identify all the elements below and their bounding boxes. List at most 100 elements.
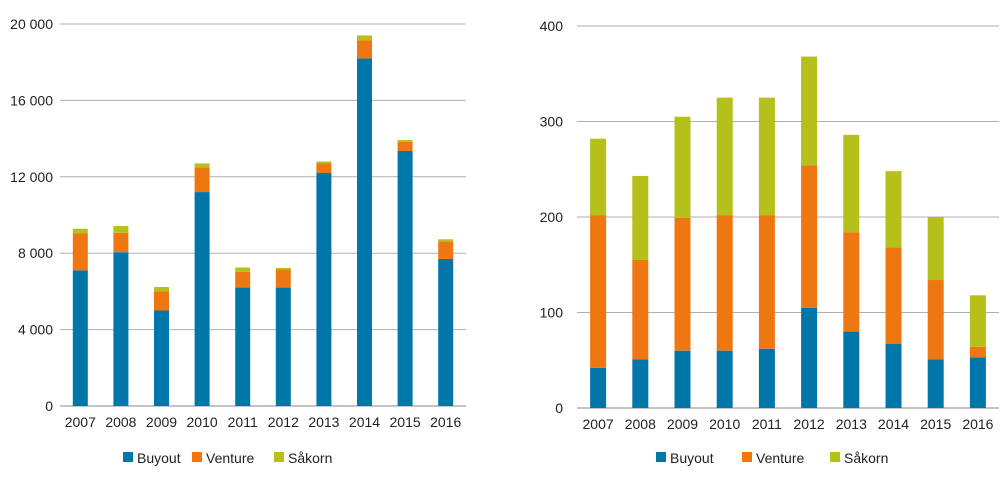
bar-buyout-2014 [885, 344, 902, 408]
bar-venture-2016 [438, 241, 454, 259]
bar-venture-2008 [113, 232, 129, 253]
bar-såkorn-2011 [758, 97, 775, 216]
bar-buyout-2009 [674, 350, 691, 408]
bar-venture-2007 [590, 215, 607, 368]
bar-venture-2012 [801, 165, 818, 308]
x-tick-label: 2008 [105, 414, 136, 430]
x-tick-label: 2015 [390, 414, 421, 430]
x-tick-label: 2007 [65, 414, 96, 430]
bar-såkorn-2012 [801, 56, 818, 166]
legend-label: Venture [206, 450, 254, 466]
bar-venture-2016 [969, 346, 986, 358]
bar-buyout-2016 [969, 357, 986, 408]
bar-buyout-2007 [590, 367, 607, 408]
bar-såkorn-2013 [843, 134, 860, 233]
bar-venture-2014 [357, 40, 372, 59]
legend-swatch-venture [192, 452, 202, 462]
legend-label: Buyout [137, 450, 181, 466]
bar-buyout-2010 [194, 192, 210, 406]
y-tick-label: 400 [540, 18, 564, 34]
x-tick-label: 2008 [625, 416, 656, 432]
bar-såkorn-2013 [316, 161, 332, 164]
bar-venture-2015 [927, 280, 944, 360]
y-tick-label: 0 [45, 398, 53, 414]
bar-buyout-2012 [801, 307, 818, 408]
bar-såkorn-2007 [72, 228, 88, 234]
legend-swatch-såkorn [274, 452, 284, 462]
bar-såkorn-2014 [357, 35, 372, 41]
y-tick-label: 300 [540, 114, 564, 130]
x-tick-label: 2015 [920, 416, 951, 432]
legend-swatch-såkorn [830, 452, 840, 462]
bar-såkorn-2015 [927, 217, 944, 281]
legend-swatch-buyout [123, 452, 133, 462]
bar-buyout-2015 [397, 151, 413, 406]
x-tick-label: 2012 [794, 416, 825, 432]
bar-venture-2015 [397, 141, 413, 152]
chart-1: 0 4 000 8 000 12 000 16 000 20 000 2007 2008 200… [10, 16, 466, 466]
bar-venture-2007 [72, 233, 88, 271]
bar-buyout-2012 [275, 287, 291, 406]
x-tick-label: 2012 [268, 414, 299, 430]
bar-såkorn-2014 [885, 171, 902, 248]
x-tick-label: 2010 [709, 416, 740, 432]
y-tick-label: 20 000 [10, 16, 53, 32]
x-tick-label: 2010 [187, 414, 218, 430]
bar-såkorn-2009 [154, 287, 169, 292]
bar-såkorn-2011 [235, 267, 251, 272]
bar-venture-2009 [154, 291, 169, 311]
bar-såkorn-2012 [275, 267, 291, 270]
bar-buyout-2016 [438, 258, 454, 406]
legend: Buyout Venture Såkorn [123, 450, 332, 466]
bar-buyout-2015 [927, 359, 944, 408]
bar-venture-2013 [843, 232, 860, 332]
x-tick-label: 2011 [752, 416, 782, 432]
legend-label: Buyout [670, 450, 714, 466]
x-tick-label: 2014 [878, 416, 909, 432]
x-tick-label: 2016 [430, 414, 461, 430]
bar-venture-2014 [885, 247, 902, 345]
x-tick-label: 2013 [308, 414, 339, 430]
bar-såkorn-2016 [438, 239, 454, 242]
legend-label: Såkorn [844, 450, 888, 466]
x-tick-label: 2011 [228, 414, 258, 430]
bar-buyout-2011 [758, 348, 775, 408]
legend-label: Såkorn [288, 450, 332, 466]
bar-venture-2011 [235, 271, 251, 288]
bar-buyout-2013 [843, 331, 860, 408]
y-tick-label: 200 [540, 209, 564, 225]
legend-swatch-venture [742, 452, 752, 462]
y-tick-label: 0 [555, 400, 563, 416]
legend-swatch-buyout [656, 452, 666, 462]
bar-venture-2010 [194, 167, 210, 193]
bar-venture-2008 [632, 259, 649, 360]
bar-buyout-2010 [716, 350, 733, 408]
y-tick-label: 12 000 [10, 169, 53, 185]
bar-såkorn-2008 [113, 226, 129, 233]
bar-venture-2013 [316, 163, 332, 173]
bar-buyout-2013 [316, 172, 332, 406]
bar-buyout-2007 [72, 270, 88, 406]
bar-venture-2010 [716, 215, 733, 351]
bar-buyout-2011 [235, 287, 251, 406]
bar-venture-2011 [758, 215, 775, 349]
x-tick-label: 2013 [836, 416, 867, 432]
legend-label: Venture [756, 450, 804, 466]
bar-såkorn-2015 [397, 139, 413, 142]
y-tick-label: 16 000 [10, 92, 53, 108]
x-tick-label: 2016 [962, 416, 993, 432]
bar-buyout-2009 [154, 310, 169, 406]
bar-såkorn-2007 [590, 138, 607, 216]
y-tick-label: 8 000 [18, 245, 53, 261]
legend: Buyout Venture Såkorn [656, 450, 888, 466]
bar-såkorn-2010 [716, 97, 733, 216]
y-tick-label: 100 [540, 305, 564, 321]
bar-venture-2012 [275, 269, 291, 288]
bar-såkorn-2010 [194, 163, 210, 168]
x-tick-label: 2014 [349, 414, 380, 430]
chart-2: 0 100 200 300 400 2007 2008 2009 2010 2011 2012 201… [540, 18, 999, 466]
bar-såkorn-2009 [674, 116, 691, 218]
bar-buyout-2008 [632, 359, 649, 408]
y-tick-label: 4 000 [18, 322, 53, 338]
